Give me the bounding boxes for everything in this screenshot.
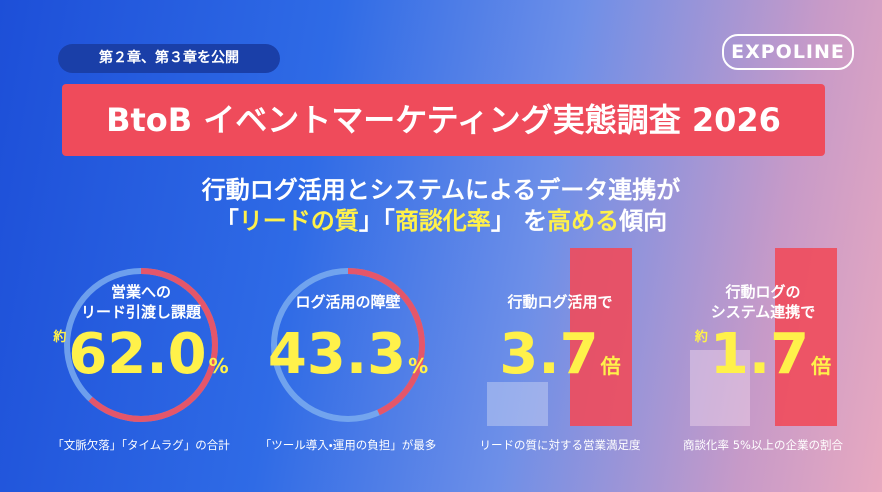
stat-label-line: システム連携で <box>710 303 816 321</box>
subtitle: 行動ログ活用とシステムによるデータ連携が <box>201 176 681 204</box>
stat-prefix: 約 <box>694 330 708 345</box>
stat-unit: 倍 <box>811 354 832 378</box>
stat-label-line: 行動ログの <box>725 283 801 301</box>
stat-unit: % <box>408 354 429 378</box>
stat-label-line: リード引渡し課題 <box>80 303 201 321</box>
stat-caption: 「ツール導入・運用の負担」が最多 <box>259 438 437 452</box>
subtitle-segment: 商談化率 <box>394 207 491 235</box>
ring-arc <box>271 268 425 422</box>
stat-caption: 「文脈欠落」「タイムラグ」の合計 <box>52 438 230 452</box>
stat-caption: リードの質に対する営業満足度 <box>479 438 641 452</box>
stat-caption: 商談化率 5%以上の企業の割合 <box>683 438 843 452</box>
subtitle-segment: 」 を <box>490 207 548 235</box>
stat-number: 1.7 <box>709 322 810 387</box>
stat-label: ログ活用の障壁 <box>248 292 448 312</box>
logo: EXPOLINE <box>722 34 854 70</box>
stat-unit: 倍 <box>600 354 621 378</box>
bar-small <box>487 382 548 426</box>
ring-arc <box>64 268 218 422</box>
subtitle-segment: 傾向 <box>619 207 668 235</box>
bar-large <box>775 248 837 426</box>
subtitle-segment: 「 <box>214 207 239 235</box>
stat-value: 約62.0% <box>41 322 241 387</box>
subtitle-segment: リードの質 <box>238 207 359 235</box>
subtitle-segment: 」「 <box>358 207 395 235</box>
stat-label: 営業へのリード引渡し課題 <box>41 282 241 322</box>
subtitle-segment: 高める <box>547 207 620 235</box>
stat-label-line: 行動ログ活用で <box>507 293 613 311</box>
stat-value: 43.3% <box>248 322 448 387</box>
stat-label-line: 営業への <box>110 283 171 301</box>
stat-unit: % <box>208 354 229 378</box>
subtitle: 「リードの質」「商談化率」 を高める傾向 <box>0 201 882 236</box>
stat-label: 行動ログのシステム連携で <box>663 282 863 322</box>
stat-prefix: 約 <box>53 330 67 345</box>
bar-large <box>570 248 632 426</box>
stat-label-line: ログ活用の障壁 <box>295 293 401 311</box>
stat-value: 約1.7 倍 <box>663 322 863 387</box>
stat-number: 62.0 <box>68 322 207 387</box>
stat-label: 行動ログ活用で <box>460 292 660 312</box>
stat-number: 43.3 <box>267 322 407 387</box>
stat-value: 3.7 倍 <box>460 322 660 387</box>
title: BtoB イベントマーケティング実態調査 2026 <box>62 84 825 156</box>
tag: 第２章、第３章を公開 <box>58 44 280 73</box>
bar-small <box>690 350 750 426</box>
stat-number: 3.7 <box>499 322 599 387</box>
